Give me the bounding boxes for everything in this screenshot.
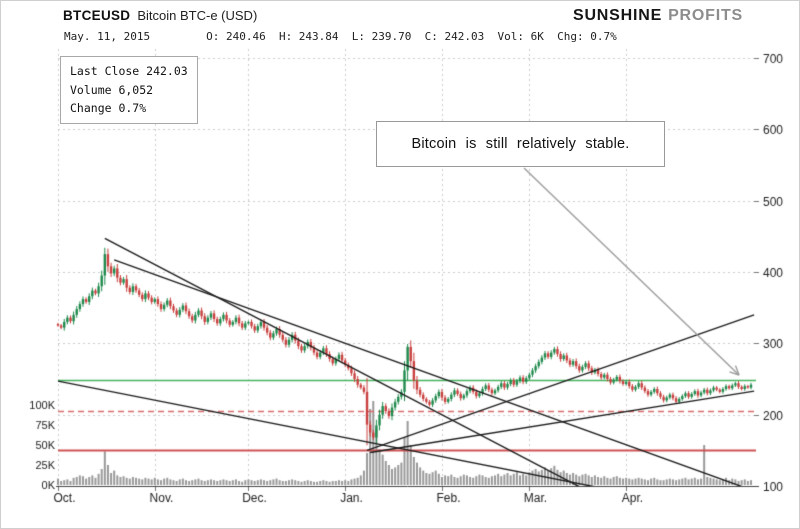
annotation-text: Bitcoin is still relatively stable.: [411, 136, 630, 152]
chart-header: BTCEUSD Bitcoin BTC-e (USD): [63, 8, 257, 23]
brand-first-word: SUNSHINE: [572, 7, 663, 24]
symbol-label: BTCEUSD: [63, 8, 131, 23]
brand-second-word: PROFITS: [668, 7, 743, 24]
quote-date: May. 11, 2015: [64, 30, 151, 43]
annotation-box: Bitcoin is still relatively stable.: [376, 121, 665, 167]
brand-logo: SUNSHINE PROFITS: [573, 7, 743, 25]
quote-ohlc: O: 240.46 H: 243.84 L: 239.70 C: 242.03 …: [206, 30, 617, 43]
info-change: Change 0.7%: [70, 101, 147, 116]
symbol-description: Bitcoin BTC-e (USD): [137, 8, 258, 23]
info-volume: Volume 6,052: [70, 82, 154, 97]
info-box: Last Close 242.03 Volume 6,052 Change 0.…: [60, 56, 198, 124]
quote-line: May. 11, 2015 O: 240.46 H: 243.84 L: 239…: [64, 30, 617, 43]
info-last-close: Last Close 242.03: [70, 64, 188, 78]
